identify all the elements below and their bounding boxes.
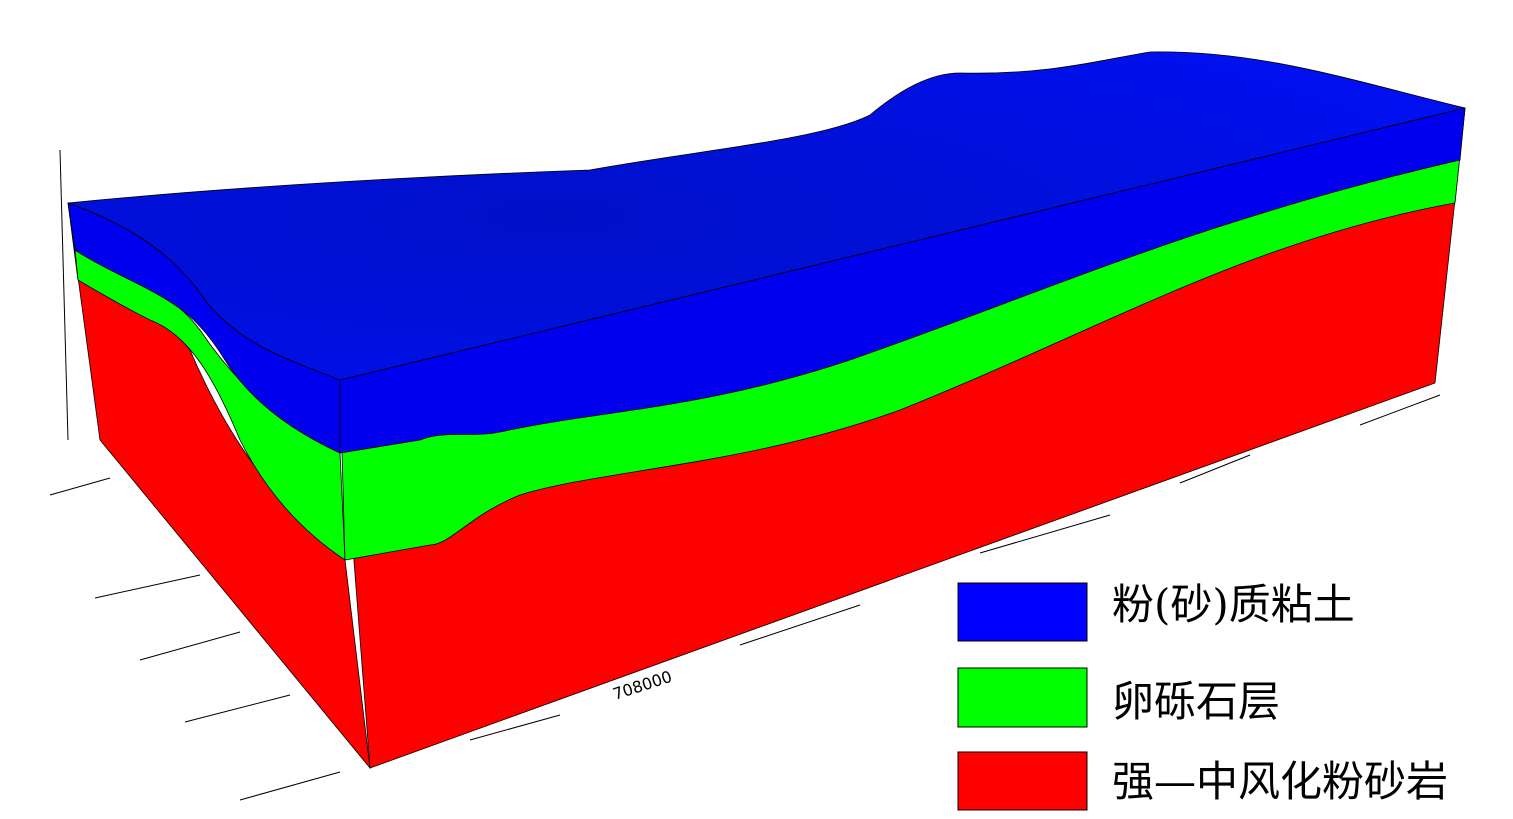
axis-tick — [469, 714, 561, 741]
layer-blue-front — [339, 107, 1466, 454]
axis-ticks — [49, 149, 1441, 801]
vertical-axis — [59, 149, 69, 441]
left-face — [67, 202, 371, 770]
axis-tick — [1359, 394, 1441, 426]
axis-tick — [94, 574, 201, 599]
legend-label: 卵砾石层 — [1112, 677, 1280, 726]
axis-tick — [979, 514, 1111, 554]
legend-swatch — [957, 582, 1088, 642]
legend-swatch — [957, 667, 1088, 728]
front-face — [339, 107, 1466, 769]
axis-tick — [49, 477, 111, 496]
axis-tick — [239, 771, 341, 801]
axis-tick — [739, 604, 861, 646]
layer-green-left — [74, 249, 346, 561]
legend-label: 粉(砂)质粘土 — [1112, 580, 1355, 629]
legend-label: 强—中风化粉砂岩 — [1112, 757, 1448, 806]
axis-tick — [139, 631, 241, 661]
top-surface — [67, 51, 1466, 381]
legend: 粉(砂)质粘土 卵砾石层 强—中风化粉砂岩 — [957, 580, 1448, 811]
axis-tick — [184, 694, 291, 723]
legend-swatch — [957, 751, 1088, 811]
axis-tick — [1179, 454, 1251, 484]
